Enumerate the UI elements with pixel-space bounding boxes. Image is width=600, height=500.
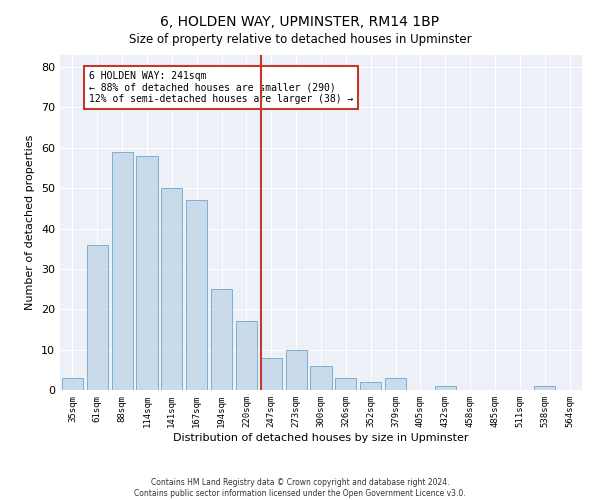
Bar (236, 322, 257, 390)
X-axis label: Distribution of detached houses by size in Upminster: Distribution of detached houses by size … (173, 432, 469, 442)
Text: Contains HM Land Registry data © Crown copyright and database right 2024.
Contai: Contains HM Land Registry data © Crown c… (134, 478, 466, 498)
Y-axis label: Number of detached properties: Number of detached properties (25, 135, 35, 310)
Bar (87, 244, 108, 390)
Bar (360, 382, 381, 390)
Bar (62, 378, 83, 390)
Text: Size of property relative to detached houses in Upminster: Size of property relative to detached ho… (128, 32, 472, 46)
Bar (161, 188, 182, 390)
Bar (335, 378, 356, 390)
Bar (186, 200, 207, 390)
Text: 6, HOLDEN WAY, UPMINSTER, RM14 1BP: 6, HOLDEN WAY, UPMINSTER, RM14 1BP (160, 15, 440, 29)
Bar (211, 289, 232, 390)
Bar (310, 366, 332, 390)
Bar (534, 386, 555, 390)
Bar (136, 156, 158, 390)
Bar (261, 358, 282, 390)
Bar (286, 350, 307, 390)
Bar (385, 378, 406, 390)
Bar (112, 152, 133, 390)
Bar (435, 386, 456, 390)
Text: 6 HOLDEN WAY: 241sqm
← 88% of detached houses are smaller (290)
12% of semi-deta: 6 HOLDEN WAY: 241sqm ← 88% of detached h… (89, 71, 353, 104)
